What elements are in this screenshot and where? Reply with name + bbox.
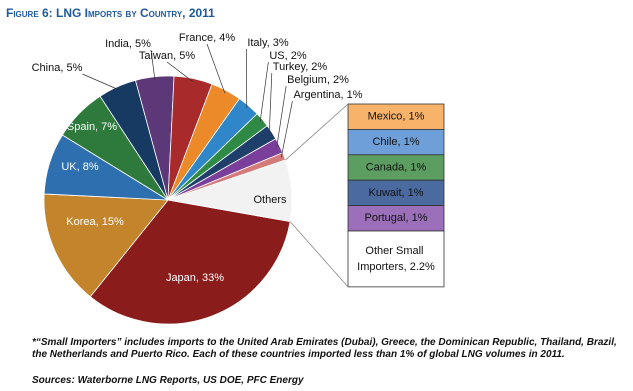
leader-line xyxy=(268,72,273,134)
source: Sources: Waterborne LNG Reports, US DOE,… xyxy=(32,375,304,386)
footnote: *“Small Importers” includes imports to t… xyxy=(32,337,617,348)
leader-line xyxy=(276,85,287,148)
breakdown-segment xyxy=(347,205,445,232)
slice-label: Belgium, 2% xyxy=(287,74,349,86)
slice-label: Taiwan, 5% xyxy=(139,50,195,62)
leader-line xyxy=(150,49,156,80)
breakdown-label: Kuwait, 1% xyxy=(368,187,423,199)
chart-title: Figure 6: LNG Imports by Country, 2011 xyxy=(6,6,215,20)
slice-label: UK, 8% xyxy=(61,161,99,173)
pie-slice xyxy=(167,159,293,222)
breakdown-label: Other Small Importers, 2.2% xyxy=(357,245,435,273)
pie-slice xyxy=(43,193,169,298)
breakdown-label: Portugal, 1% xyxy=(365,212,428,224)
slice-label: India, 5% xyxy=(105,38,151,50)
breakdown-segment xyxy=(347,103,445,130)
slice-label: Others xyxy=(253,194,287,206)
leader-line xyxy=(166,61,193,82)
slice-label: Korea, 15% xyxy=(66,216,124,228)
breakdown-segment xyxy=(347,230,445,288)
leader-line xyxy=(280,100,293,158)
breakdown-segment xyxy=(347,128,445,156)
connector xyxy=(285,103,349,161)
breakdown-segment xyxy=(347,179,445,206)
connector xyxy=(289,221,349,288)
footnote: the Netherlands and Puerto Rico. Each of… xyxy=(32,349,565,360)
slice-label: France, 4% xyxy=(179,32,235,44)
pie-slice xyxy=(89,199,291,325)
slice-label: Spain, 7% xyxy=(67,121,117,133)
slice-label: Argentina, 1% xyxy=(293,89,362,101)
breakdown-segment xyxy=(347,154,445,181)
breakdown-label: Mexico, 1% xyxy=(368,111,425,123)
slice-label: China, 5% xyxy=(32,62,83,74)
breakdown-label: Chile, 1% xyxy=(372,136,419,148)
breakdown-label: Canada, 1% xyxy=(366,161,427,173)
slice-label: Japan, 33% xyxy=(166,272,224,284)
slice-label: Turkey, 2% xyxy=(273,61,328,73)
leader-line xyxy=(259,61,269,122)
slice-label: Italy, 3% xyxy=(247,37,289,49)
leader-line xyxy=(206,43,226,94)
slice-label: US, 2% xyxy=(269,50,307,62)
leader-line xyxy=(82,73,119,90)
